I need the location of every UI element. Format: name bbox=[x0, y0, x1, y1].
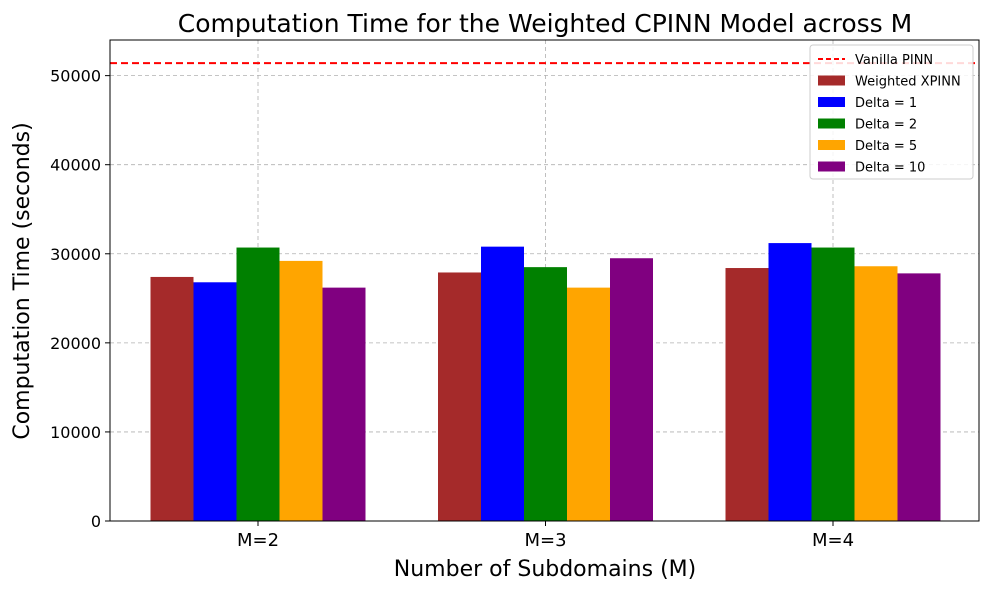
axis-ticks: 0 10000 20000 30000 40000 50000 M=2 M=3 M=4 bbox=[50, 67, 854, 551]
y-tick-label: 50000 bbox=[50, 67, 101, 86]
legend-label: Delta = 10 bbox=[855, 161, 925, 176]
plot-area-frame bbox=[109, 39, 980, 522]
bar bbox=[854, 266, 898, 521]
legend-color-swatch bbox=[818, 97, 845, 107]
x-axis-label: Number of Subdomains (M) bbox=[394, 557, 696, 582]
bar bbox=[150, 276, 194, 521]
legend-color-swatch bbox=[818, 140, 845, 150]
bar bbox=[524, 267, 567, 521]
legend-label: Delta = 2 bbox=[855, 118, 917, 133]
bar bbox=[768, 243, 812, 522]
bar bbox=[322, 287, 366, 521]
y-tick-label: 20000 bbox=[50, 334, 101, 353]
legend-label: Delta = 1 bbox=[855, 96, 917, 111]
bar bbox=[279, 260, 323, 521]
y-tick-label: 30000 bbox=[50, 245, 101, 264]
bar bbox=[811, 247, 855, 521]
legend-label: Delta = 5 bbox=[855, 139, 917, 154]
bar bbox=[725, 268, 769, 521]
bar bbox=[897, 273, 941, 521]
bar bbox=[438, 272, 481, 521]
legend-label: Weighted XPINN bbox=[855, 75, 961, 90]
bar bbox=[567, 287, 610, 521]
chart-title: Computation Time for the Weighted CPINN … bbox=[178, 9, 912, 38]
y-axis-label: Computation Time (seconds) bbox=[10, 122, 35, 439]
legend-label: Vanilla PINN bbox=[855, 53, 933, 68]
legend: Vanilla PINN Weighted XPINN Delta = 1 Delta… bbox=[809, 44, 974, 180]
bar bbox=[610, 258, 653, 521]
bar bbox=[193, 282, 237, 521]
x-tick-label: M=3 bbox=[524, 530, 566, 551]
bar bbox=[236, 247, 280, 521]
bars bbox=[150, 243, 941, 522]
legend-color-swatch bbox=[818, 75, 845, 86]
legend-color-swatch bbox=[818, 118, 845, 129]
bar bbox=[481, 246, 524, 521]
y-tick-label: 0 bbox=[91, 512, 101, 531]
x-tick-label: M=4 bbox=[812, 530, 854, 551]
y-tick-label: 40000 bbox=[50, 156, 101, 175]
legend-box bbox=[809, 44, 974, 180]
x-tick-label: M=2 bbox=[237, 530, 279, 551]
y-tick-label: 10000 bbox=[50, 423, 101, 442]
legend-color-swatch bbox=[818, 161, 845, 172]
